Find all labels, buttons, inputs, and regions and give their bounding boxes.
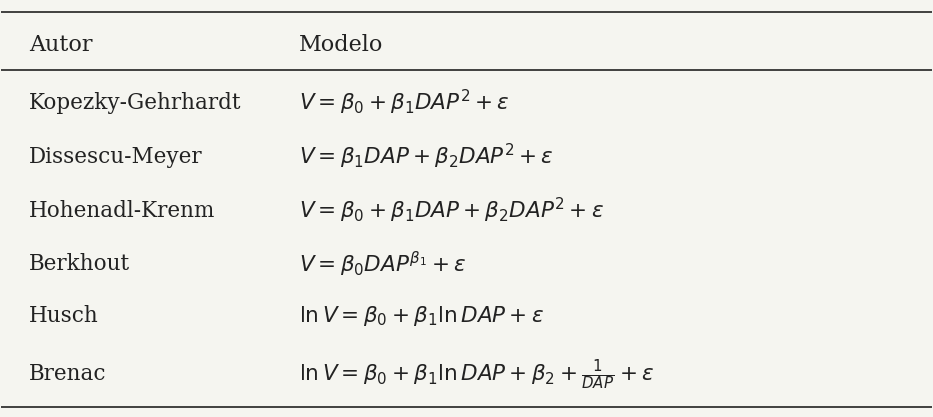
- Text: $V = \beta_0 DAP^{\beta_1} + \varepsilon$: $V = \beta_0 DAP^{\beta_1} + \varepsilon…: [299, 250, 466, 279]
- Text: Husch: Husch: [29, 305, 99, 327]
- Text: $\ln V = \beta_0 + \beta_1 \ln DAP + \varepsilon$: $\ln V = \beta_0 + \beta_1 \ln DAP + \va…: [299, 304, 544, 328]
- Text: $V = \beta_1 DAP + \beta_2 DAP^2 + \varepsilon$: $V = \beta_1 DAP + \beta_2 DAP^2 + \vare…: [299, 142, 554, 171]
- Text: Berkhout: Berkhout: [29, 254, 131, 275]
- Text: $V = \beta_0 + \beta_1 DAP^2 + \varepsilon$: $V = \beta_0 + \beta_1 DAP^2 + \varepsil…: [299, 88, 509, 118]
- Text: Modelo: Modelo: [299, 34, 383, 56]
- Text: $V = \beta_0 + \beta_1 DAP + \beta_2 DAP^2 + \varepsilon$: $V = \beta_0 + \beta_1 DAP + \beta_2 DAP…: [299, 196, 604, 225]
- Text: Hohenadl-Krenm: Hohenadl-Krenm: [29, 200, 216, 221]
- Text: Brenac: Brenac: [29, 363, 106, 385]
- Text: Dissescu-Meyer: Dissescu-Meyer: [29, 146, 202, 168]
- Text: Kopezky-Gehrhardt: Kopezky-Gehrhardt: [29, 92, 242, 114]
- Text: Autor: Autor: [29, 34, 92, 56]
- Text: $\ln V = \beta_0 + \beta_1 \ln DAP + \beta_2 + \frac{1}{DAP} + \varepsilon$: $\ln V = \beta_0 + \beta_1 \ln DAP + \be…: [299, 357, 654, 392]
